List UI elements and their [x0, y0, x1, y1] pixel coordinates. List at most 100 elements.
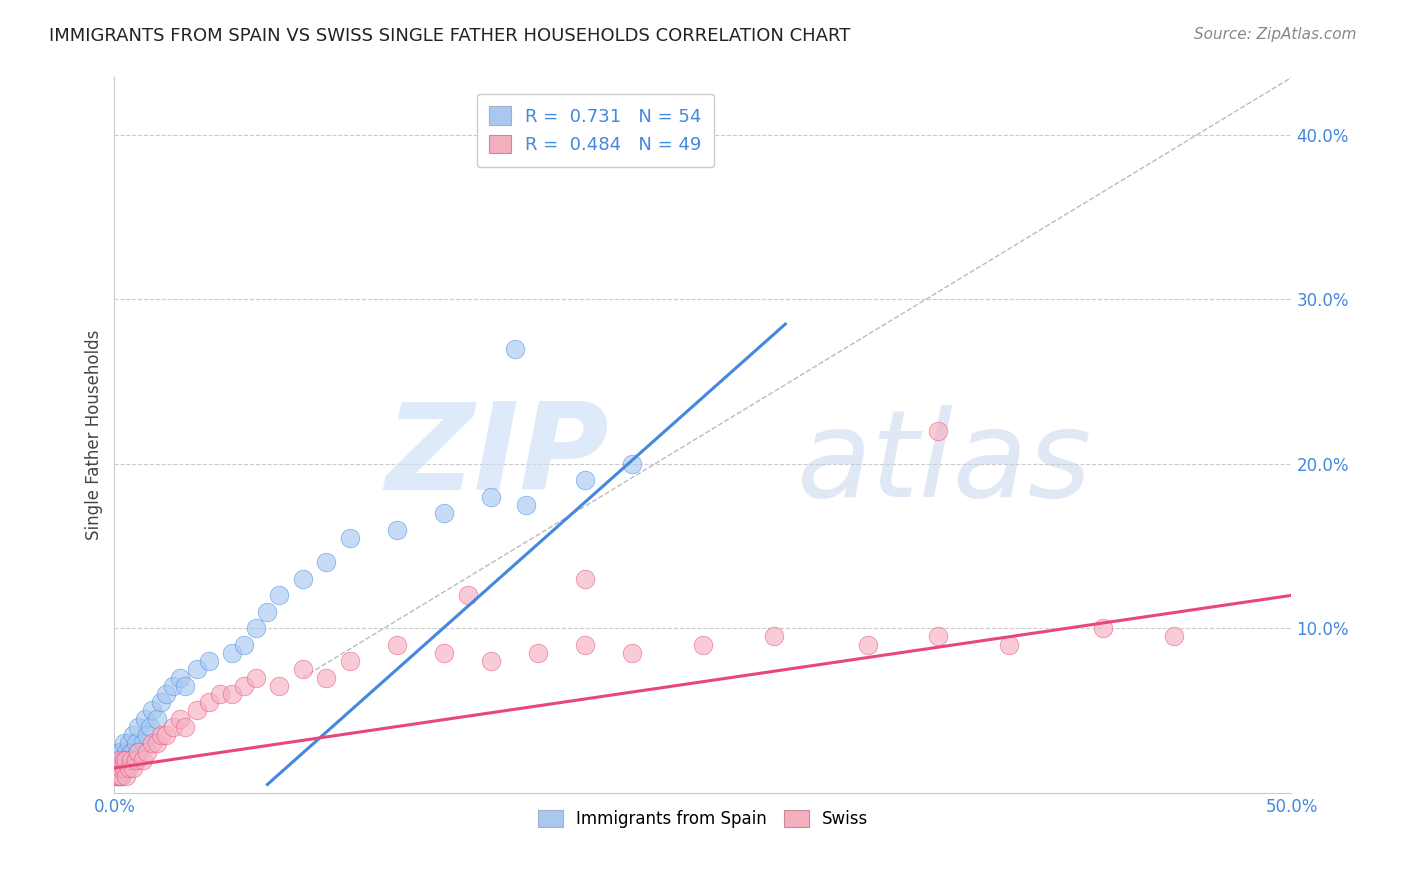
Point [108, 753, 131, 767]
Point [385, 638, 408, 652]
Point [108, 753, 131, 767]
Point [110, 761, 132, 775]
Text: atlas: atlas [797, 405, 1092, 522]
Point [515, 498, 537, 512]
Text: IMMIGRANTS FROM SPAIN VS SWISS SINGLE FATHER HOUSEHOLDS CORRELATION CHART: IMMIGRANTS FROM SPAIN VS SWISS SINGLE FA… [49, 27, 851, 45]
Point [209, 687, 232, 701]
Point [120, 753, 142, 767]
Point [155, 687, 177, 701]
Point [221, 646, 243, 660]
Point [124, 753, 146, 767]
Point [127, 745, 149, 759]
Point [131, 753, 153, 767]
Point [141, 703, 163, 717]
Point [162, 679, 184, 693]
Point [115, 769, 138, 783]
Point [762, 630, 785, 644]
Point [115, 753, 138, 767]
Point [692, 638, 714, 652]
Point [115, 761, 138, 775]
Point [117, 736, 139, 750]
Point [110, 769, 132, 783]
Point [134, 712, 156, 726]
Point [245, 621, 267, 635]
Point [998, 638, 1021, 652]
Point [169, 671, 191, 685]
Point [1092, 621, 1115, 635]
Point [110, 745, 132, 759]
Point [108, 769, 131, 783]
Point [433, 646, 456, 660]
Legend: Immigrants from Spain, Swiss: Immigrants from Spain, Swiss [531, 803, 875, 834]
Point [269, 679, 291, 693]
Point [127, 720, 149, 734]
Point [315, 556, 337, 570]
Point [124, 736, 146, 750]
Point [503, 342, 526, 356]
Point [527, 646, 550, 660]
Point [174, 720, 197, 734]
Point [108, 761, 131, 775]
Point [117, 761, 139, 775]
Point [141, 736, 163, 750]
Point [186, 662, 208, 676]
Point [112, 736, 135, 750]
Point [110, 769, 132, 783]
Point [136, 745, 159, 759]
Point [197, 654, 219, 668]
Text: ZIP: ZIP [385, 398, 609, 515]
Point [169, 712, 191, 726]
Point [146, 712, 169, 726]
Point [138, 720, 160, 734]
Point [122, 761, 145, 775]
Point [105, 769, 128, 783]
Point [385, 523, 408, 537]
Point [197, 695, 219, 709]
Point [186, 703, 208, 717]
Point [221, 687, 243, 701]
Point [108, 769, 131, 783]
Point [315, 671, 337, 685]
Point [479, 654, 502, 668]
Point [269, 588, 291, 602]
Point [927, 424, 949, 438]
Point [174, 679, 197, 693]
Point [127, 745, 149, 759]
Point [105, 769, 128, 783]
Point [245, 671, 267, 685]
Point [621, 457, 644, 471]
Point [339, 531, 361, 545]
Point [112, 761, 135, 775]
Point [120, 753, 142, 767]
Point [162, 720, 184, 734]
Point [150, 695, 173, 709]
Point [291, 572, 314, 586]
Point [117, 753, 139, 767]
Y-axis label: Single Father Households: Single Father Households [86, 330, 103, 541]
Point [108, 745, 131, 759]
Point [1163, 630, 1185, 644]
Point [433, 506, 456, 520]
Point [105, 761, 128, 775]
Point [115, 745, 138, 759]
Point [150, 728, 173, 742]
Point [115, 753, 138, 767]
Point [574, 572, 596, 586]
Point [856, 638, 879, 652]
Point [232, 679, 254, 693]
Point [136, 728, 159, 742]
Point [621, 646, 644, 660]
Point [256, 605, 278, 619]
Point [131, 736, 153, 750]
Point [927, 630, 949, 644]
Point [574, 473, 596, 487]
Point [105, 761, 128, 775]
Point [124, 753, 146, 767]
Text: Source: ZipAtlas.com: Source: ZipAtlas.com [1194, 27, 1357, 42]
Point [110, 753, 132, 767]
Point [574, 638, 596, 652]
Point [146, 736, 169, 750]
Point [122, 745, 145, 759]
Point [291, 662, 314, 676]
Point [232, 638, 254, 652]
